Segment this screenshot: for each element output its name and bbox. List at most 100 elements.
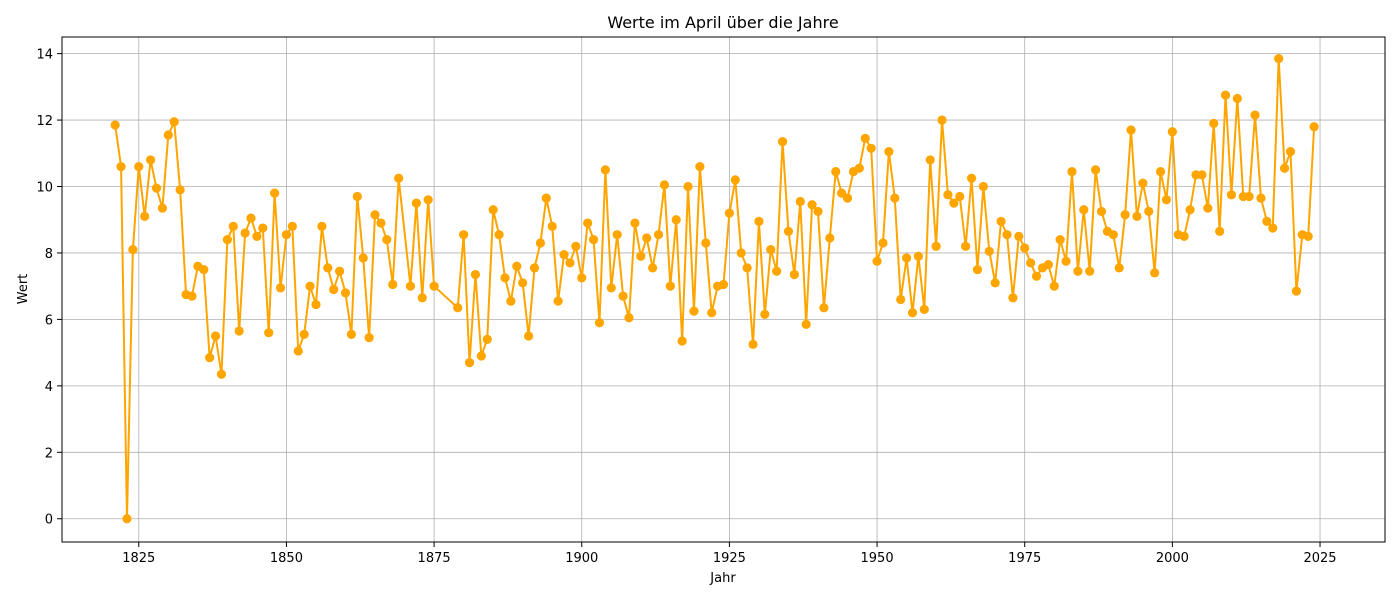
data-point — [210, 331, 221, 341]
data-point — [1132, 211, 1142, 222]
x-tick-label: 1925 — [713, 551, 746, 566]
data-point — [1161, 195, 1172, 205]
data-point — [594, 318, 605, 328]
y-axis-ticks: 0 2 4 6 8 10 12 14 — [36, 48, 62, 528]
data-point — [275, 283, 286, 293]
data-point — [134, 161, 144, 172]
data-point — [689, 306, 699, 316]
data-point — [949, 198, 959, 208]
data-point — [423, 195, 433, 205]
data-point — [1014, 231, 1024, 241]
y-axis-label: Wert — [16, 274, 31, 305]
data-point — [736, 248, 746, 258]
data-point — [919, 304, 929, 315]
data-point — [140, 211, 150, 222]
data-point — [1138, 178, 1148, 188]
data-point — [807, 200, 817, 210]
data-point — [199, 264, 209, 275]
data-point — [653, 230, 664, 240]
data-point — [1126, 125, 1136, 135]
data-point — [417, 293, 427, 303]
x-tick-label: 1825 — [122, 551, 155, 566]
data-point — [157, 203, 168, 213]
plot-area-frame — [61, 36, 1386, 543]
data-point — [358, 253, 368, 263]
data-point — [931, 241, 941, 251]
data-point — [305, 281, 315, 291]
y-tick-label: 14 — [36, 48, 53, 63]
data-point — [529, 263, 540, 273]
data-point — [1203, 203, 1213, 213]
data-point — [340, 288, 351, 298]
data-point — [553, 296, 563, 306]
data-point — [972, 264, 983, 275]
data-point — [996, 216, 1006, 226]
data-point — [966, 173, 977, 183]
data-point — [476, 351, 486, 361]
data-point — [1008, 293, 1018, 303]
data-point — [913, 251, 924, 261]
data-point — [352, 191, 362, 202]
data-point — [819, 303, 829, 313]
data-point — [151, 183, 162, 193]
data-point — [1279, 163, 1290, 173]
data-point — [163, 130, 173, 140]
data-point — [937, 115, 947, 125]
data-point — [488, 205, 498, 215]
data-point — [648, 263, 658, 273]
data-point — [1026, 258, 1036, 268]
data-point — [470, 269, 481, 280]
data-point — [518, 278, 528, 288]
x-tick-label: 1850 — [270, 551, 303, 566]
data-point — [925, 155, 935, 165]
x-tick-label: 1950 — [861, 551, 894, 566]
data-point — [701, 238, 711, 248]
data-point — [1185, 205, 1195, 215]
data-point — [677, 336, 687, 346]
data-point — [547, 221, 557, 231]
data-point — [695, 161, 705, 172]
data-point — [1256, 193, 1266, 203]
data-point — [754, 216, 764, 226]
data-point — [394, 173, 404, 183]
x-axis-label: Jahr — [709, 571, 736, 586]
data-point — [1002, 230, 1012, 240]
y-tick-label: 12 — [36, 114, 53, 129]
data-point — [707, 308, 717, 318]
data-point — [665, 281, 675, 291]
data-point — [311, 299, 321, 310]
data-point — [128, 245, 138, 255]
y-tick-label: 4 — [45, 380, 53, 395]
data-point — [299, 329, 309, 339]
data-point — [500, 273, 510, 283]
data-point — [175, 185, 185, 195]
data-point — [411, 198, 421, 208]
y-tick-label: 8 — [45, 247, 53, 262]
data-point — [1291, 286, 1302, 296]
data-point — [955, 191, 965, 202]
data-point — [258, 223, 268, 233]
chart-title: Werte im April über die Jahre — [607, 13, 838, 32]
data-point — [1303, 231, 1313, 241]
data-point — [334, 266, 345, 276]
data-point — [264, 328, 274, 338]
data-point — [860, 133, 870, 143]
data-point — [872, 256, 882, 266]
data-point — [571, 241, 581, 251]
data-point — [606, 283, 616, 293]
data-point — [346, 329, 357, 339]
data-point — [222, 235, 232, 245]
data-point — [831, 166, 841, 177]
data-point — [795, 196, 805, 207]
data-point — [464, 357, 475, 368]
data-point — [825, 233, 835, 243]
data-point — [523, 331, 534, 341]
data-point — [671, 215, 681, 225]
data-point — [842, 193, 853, 203]
data-point — [512, 261, 522, 271]
data-point — [317, 221, 327, 231]
data-point — [429, 281, 439, 291]
data-point — [246, 213, 256, 223]
data-point — [618, 291, 628, 301]
data-point — [240, 228, 250, 238]
